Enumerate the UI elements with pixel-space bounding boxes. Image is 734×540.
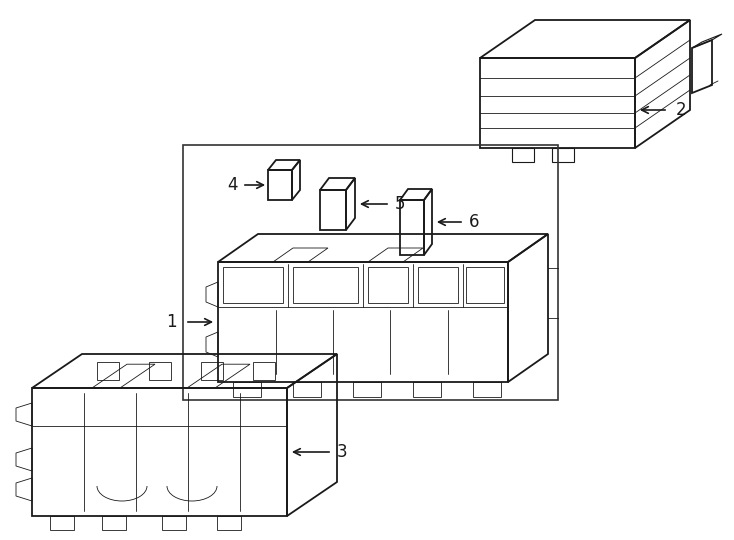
Bar — [552, 148, 574, 162]
Bar — [223, 267, 283, 303]
Bar — [183, 145, 558, 400]
Text: 2: 2 — [676, 101, 686, 119]
Bar — [217, 516, 241, 530]
Bar — [512, 148, 534, 162]
Bar — [480, 58, 635, 148]
Bar — [473, 382, 501, 397]
Bar — [418, 267, 458, 303]
Bar — [233, 382, 261, 397]
Bar — [353, 382, 381, 397]
Text: 5: 5 — [395, 195, 405, 213]
Text: 6: 6 — [469, 213, 479, 231]
Bar — [162, 516, 186, 530]
Bar — [466, 267, 504, 303]
Bar — [400, 200, 424, 255]
Bar — [102, 516, 126, 530]
Bar — [218, 262, 508, 382]
Bar — [320, 190, 346, 230]
Bar — [268, 170, 292, 200]
Bar — [293, 382, 321, 397]
Bar — [293, 267, 358, 303]
Bar — [368, 267, 408, 303]
Bar — [32, 388, 287, 516]
Bar — [50, 516, 74, 530]
Text: 3: 3 — [337, 443, 348, 461]
Bar — [413, 382, 441, 397]
Text: 1: 1 — [167, 313, 177, 331]
Text: 4: 4 — [228, 176, 238, 194]
